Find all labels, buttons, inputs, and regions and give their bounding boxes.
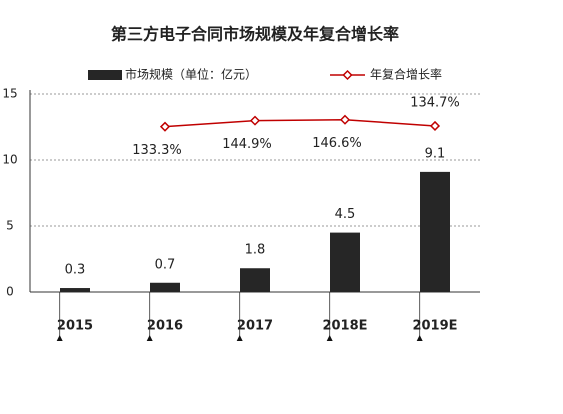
y-tick-label: 0 (6, 285, 14, 299)
separator-arrow (326, 335, 333, 341)
line-value-label: 133.3% (132, 143, 182, 158)
y-tick-label: 15 (2, 87, 17, 101)
bar (60, 288, 90, 292)
y-tick-label: 5 (6, 219, 14, 233)
bar-value-label: 9.1 (425, 146, 446, 161)
bar (420, 171, 450, 292)
y-tick-label: 10 (2, 153, 17, 167)
line-marker (339, 114, 351, 125)
separator-arrow (236, 335, 243, 341)
line-value-label: 134.7% (410, 95, 460, 110)
x-tick-label: 2018E (322, 319, 367, 334)
line-value-label: 144.9% (222, 137, 272, 152)
legend-swatch (88, 70, 122, 80)
separator-arrow (56, 335, 63, 341)
legend-label: 年复合增长率 (370, 67, 442, 82)
bar-value-label: 1.8 (245, 243, 266, 258)
bar-value-label: 4.5 (335, 207, 356, 222)
legend-marker (342, 69, 353, 81)
growth-line (164, 118, 436, 128)
line-marker (249, 115, 261, 126)
line-value-label: 146.6% (312, 136, 362, 151)
bar (240, 268, 270, 292)
separator-arrow (416, 335, 423, 341)
x-tick-label: 2016 (147, 319, 183, 334)
legend-label: 市场规模（单位：亿元） (125, 67, 257, 82)
bar (150, 282, 180, 292)
bar-value-label: 0.7 (155, 257, 176, 272)
separator-arrow (146, 335, 153, 341)
line-marker (429, 120, 441, 132)
chart-title: 第三方电子合同市场规模及年复合增长率 (111, 25, 399, 44)
x-tick-label: 2015 (57, 319, 93, 334)
x-tick-label: 2019E (412, 319, 457, 334)
line-marker (159, 121, 171, 132)
x-tick-label: 2017 (237, 319, 273, 334)
bar-value-label: 0.3 (65, 263, 86, 278)
bar (330, 232, 360, 292)
